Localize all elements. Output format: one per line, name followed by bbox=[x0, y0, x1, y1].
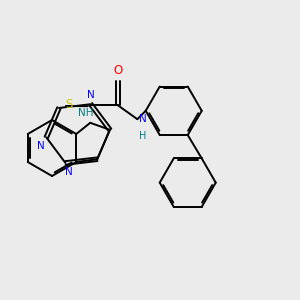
Text: S: S bbox=[65, 98, 72, 112]
Text: H: H bbox=[139, 131, 147, 141]
Text: N: N bbox=[64, 167, 72, 177]
Text: N: N bbox=[38, 141, 45, 152]
Text: N: N bbox=[87, 90, 94, 100]
Text: N: N bbox=[139, 114, 147, 124]
Text: NH: NH bbox=[79, 108, 94, 118]
Text: O: O bbox=[113, 64, 122, 77]
